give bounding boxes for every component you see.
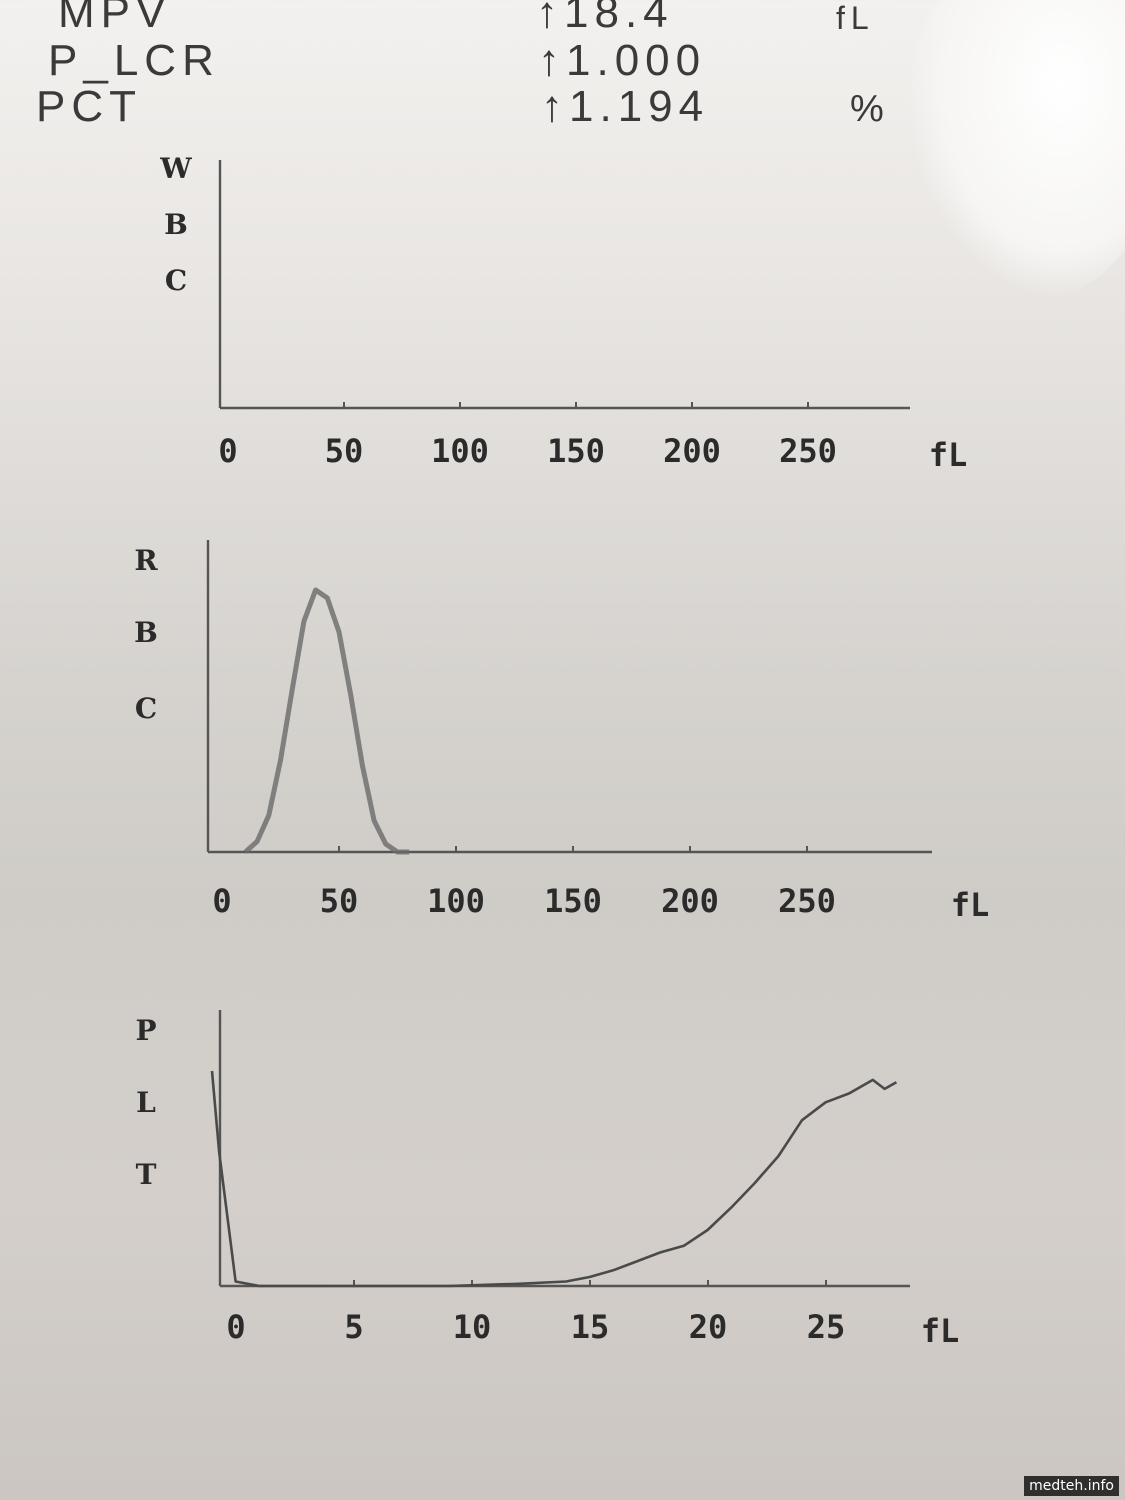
x-tick-label: 5 [344,1308,363,1346]
x-tick-label: 25 [807,1308,846,1346]
param-unit: % [850,88,890,130]
x-tick-label: 150 [547,432,605,470]
histogram-curve [243,587,410,855]
param-value: ↑18.4 [536,0,674,37]
x-tick-label: 100 [427,882,485,920]
param-value: ↑1.000 [538,36,707,85]
param-name: PCT [36,82,142,131]
y-label-letter: B [134,616,158,649]
histogram-curve [210,1070,898,1288]
param-name: MPV [58,0,172,37]
y-label-letter: C [165,264,187,297]
x-tick-label: 15 [571,1308,610,1346]
x-tick-label: 150 [544,882,602,920]
x-tick-label: 50 [320,882,359,920]
x-tick-label: 200 [663,432,721,470]
x-tick-label: 250 [778,882,836,920]
x-tick-label: 100 [431,432,489,470]
y-label-letter: R [134,544,158,577]
y-label-letter: B [164,208,188,241]
histogram-2: 0 5 10 15 20 25 fL P L T [135,1010,959,1350]
x-unit-label: fL [929,436,968,474]
param-name: P_LCR [48,36,220,85]
x-tick-label: 20 [689,1308,728,1346]
y-label-letter: C [135,692,157,725]
x-tick-label: 0 [212,882,231,920]
histogram-0: 0 50 100 150 200 250 fL WBC [159,152,967,474]
y-label-letter: W [159,152,192,185]
x-tick-label: 0 [218,432,237,470]
x-unit-label: fL [921,1312,960,1350]
x-unit-label: fL [951,886,990,924]
x-tick-label: 50 [325,432,364,470]
x-tick-label: 250 [779,432,837,470]
x-tick-label: 200 [661,882,719,920]
param-value: ↑1.194 [541,82,710,131]
histogram-1: 0 50 100 150 200 250 fL R B C [134,540,989,924]
watermark: medteh.info [1024,1476,1119,1496]
y-label-letter: P [135,1014,156,1047]
y-label-letter: T [136,1158,157,1191]
x-tick-label: 10 [453,1308,492,1346]
param-unit: fL [836,0,875,36]
y-label-letter: L [136,1086,156,1119]
x-tick-label: 0 [226,1308,245,1346]
